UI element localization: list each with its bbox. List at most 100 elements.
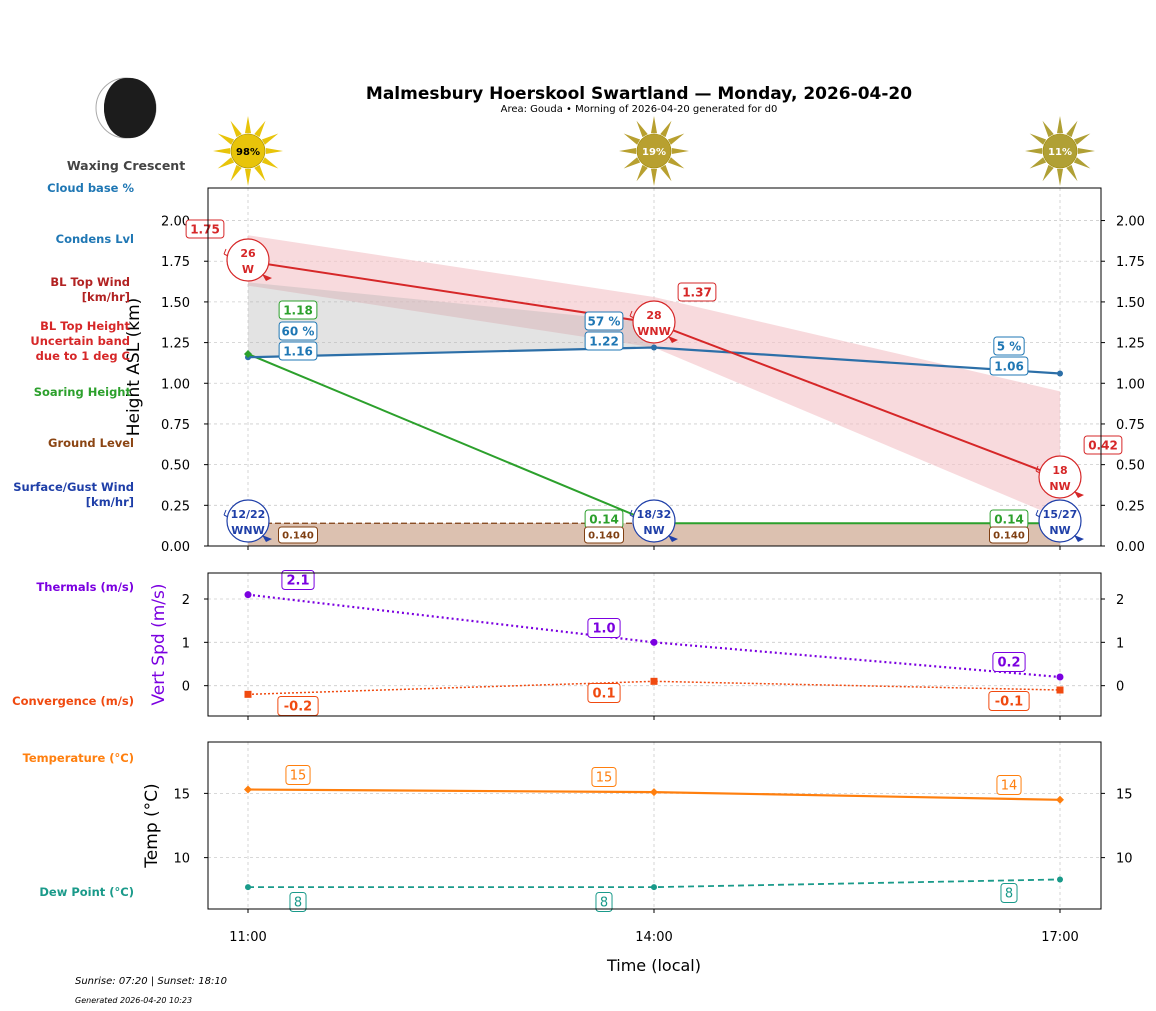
temp-tick-label-left: 15: [173, 787, 190, 802]
sun-icon: [636, 133, 672, 169]
height-tick-label-left: 0.00: [161, 540, 190, 555]
sun-rays-icon: [619, 116, 689, 186]
sun-percent-label: 19%: [642, 147, 666, 158]
convergence-label-box: [587, 683, 621, 703]
height-tick-label-right: 0.50: [1116, 459, 1145, 474]
temperature-label-box: [591, 767, 617, 787]
ground-label-box: [989, 526, 1029, 544]
vspeed-tick-label-left: 1: [182, 636, 190, 651]
convergence-line: [247, 680, 1061, 696]
generated-time: Generated 2026-04-20 10:23: [75, 996, 192, 1005]
bl-top-wind-speed: 18: [1052, 464, 1067, 477]
bl-top-wind-direction: WNW: [637, 325, 670, 338]
bl-top-wind-barb-icon: [223, 248, 229, 257]
moon-icon: [95, 77, 157, 139]
dew-point-point: [245, 884, 251, 891]
side-label-temperature: Temperature (°C): [23, 751, 134, 765]
bl-top-wind-circle: [226, 238, 270, 282]
bl-top-wind-speed: 26: [240, 247, 256, 260]
condens-label: 1.06: [994, 359, 1024, 373]
cloud-base-label-box: [584, 311, 624, 331]
side-label-bl-wind-1: BL Top Wind: [50, 275, 130, 289]
side-label-soaring: Soaring Height: [34, 385, 132, 399]
surface-wind-barb-icon: [1035, 509, 1041, 518]
sun-times: Sunrise: 07:20 | Sunset: 18:10: [75, 976, 227, 987]
sun-icon: [1042, 133, 1078, 169]
sun-rays-icon: [213, 116, 283, 186]
dew-point-label-box: [289, 892, 307, 912]
thermal-label: 2.1: [286, 574, 309, 589]
bl-uncertainty-band: [248, 235, 1060, 519]
ground-label-box: [584, 526, 624, 544]
dew-point-label: 8: [1005, 887, 1013, 902]
convergence-label: -0.1: [995, 695, 1023, 710]
sun-rays-icon: [1025, 116, 1095, 186]
temperature-label-box: [996, 775, 1022, 795]
temperature-label: 15: [596, 771, 613, 786]
side-label-bl-height-3: due to 1 deg C: [36, 349, 130, 363]
bl-top-label-box: [185, 219, 225, 239]
convergence-point: [650, 677, 658, 685]
side-label-bl-height-2: Uncertain band: [30, 334, 130, 348]
surface-wind-direction: NW: [643, 524, 664, 537]
height-tick-label-left: 1.75: [161, 255, 190, 270]
side-label-surface-wind-2: [km/hr]: [86, 495, 134, 509]
vertical-speed-panel: 0 0 1 1 2 2 Vert Spd (m/s) 2.1 1.0 0.2 -0.2 0.1 -0.1: [149, 570, 1124, 720]
height-panel: 0.00 0.00 0.25 0.25 0.50 0.50 0.75 0.75 1.00 1.00…: [124, 187, 1145, 555]
surface-wind-speed: 12/22: [231, 508, 266, 521]
dew-point-label-box: [1000, 883, 1018, 903]
sun-indicators: 98% 19% 11%: [213, 116, 1095, 186]
chart-subtitle: Area: Gouda • Morning of 2026-04-20 gene…: [501, 104, 778, 115]
temp-tick-label-right: 15: [1116, 787, 1133, 802]
soaring-label: 0.14: [589, 512, 619, 526]
condens-label-box: [584, 331, 624, 351]
vspeed-tick-label-right: 1: [1116, 636, 1124, 651]
bl-top-wind-circle: [1038, 455, 1082, 499]
ground-label-box: [278, 526, 318, 544]
thermal-label: 0.2: [997, 656, 1020, 671]
height-tick-label-left: 0.75: [161, 418, 190, 433]
height-tick-label-right: 2.00: [1116, 215, 1145, 230]
temperature-label-box: [285, 765, 311, 785]
bl-top-wind-arrow-icon: [262, 274, 272, 281]
sun-percent-label: 11%: [1048, 147, 1072, 158]
bl-top-wind-direction: NW: [1049, 480, 1070, 493]
height-tick-label-right: 1.00: [1116, 377, 1145, 392]
cloud-base-label-box: [278, 321, 318, 341]
bl-top-label: 1.37: [682, 285, 712, 299]
convergence-label: 0.1: [592, 687, 615, 702]
ground-label: 0.140: [588, 531, 620, 542]
temp-y-axis-label: Temp (°C): [142, 783, 162, 868]
temperature-label: 15: [290, 769, 307, 784]
bl-top-label-box: [677, 282, 717, 302]
vspeed-y-axis-label: Vert Spd (m/s): [149, 583, 169, 705]
surface-wind-circle: [1038, 499, 1082, 543]
thermal-point: [1056, 673, 1064, 681]
bl-top-wind-arrow-icon: [668, 336, 678, 343]
surface-wind-speed: 15/27: [1043, 508, 1078, 521]
bl-top-label-box: [1083, 435, 1123, 455]
dew-point-point: [651, 884, 657, 891]
bl-top-wind-barb-icon: [1035, 465, 1041, 474]
side-label-bl-height-1: BL Top Height: [40, 319, 130, 333]
thermal-label-box: [587, 618, 621, 638]
x-axis-label: Time (local): [606, 956, 701, 975]
soaring-point: [244, 349, 252, 358]
side-label-ground: Ground Level: [48, 436, 134, 450]
ground-label: 0.140: [993, 531, 1025, 542]
surface-wind-direction: WNW: [231, 524, 264, 537]
temp-tick-label-right: 10: [1116, 852, 1133, 867]
thermal-label: 1.0: [592, 622, 615, 637]
side-label-bl-wind-2: [km/hr]: [82, 290, 130, 304]
dew-point-label-box: [595, 892, 613, 912]
condens-label-box: [278, 341, 318, 361]
height-tick-label-right: 1.25: [1116, 337, 1145, 352]
temperature-point: [650, 788, 658, 797]
surface-wind-barb-icon: [223, 509, 229, 518]
surface-wind-speed: 18/32: [637, 508, 672, 521]
surface-wind-arrow-icon: [668, 535, 678, 542]
cloud-base-label: 5 %: [997, 339, 1022, 353]
height-tick-label-right: 0.25: [1116, 499, 1145, 514]
chart-title: Malmesbury Hoerskool Swartland — Monday,…: [366, 84, 912, 104]
